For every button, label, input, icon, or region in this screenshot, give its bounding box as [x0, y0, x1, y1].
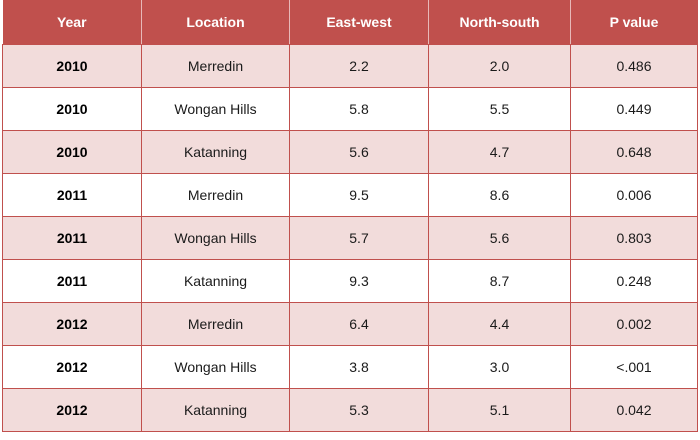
cell-p-value: 0.042: [570, 388, 698, 432]
cell-p-value: <.001: [570, 345, 698, 389]
cell-location: Merredin: [141, 44, 290, 88]
table-header-row: Year Location East-west North-south P va…: [2, 0, 698, 45]
cell-year: 2010: [2, 44, 142, 88]
header-east-west: East-west: [289, 0, 429, 45]
cell-east-west: 3.8: [289, 345, 429, 389]
table-row: 2011 Wongan Hills 5.7 5.6 0.803: [2, 216, 698, 260]
cell-north-south: 5.5: [428, 87, 571, 131]
cell-location: Merredin: [141, 173, 290, 217]
cell-location: Katanning: [141, 130, 290, 174]
cell-location: Wongan Hills: [141, 345, 290, 389]
cell-north-south: 8.6: [428, 173, 571, 217]
table-row: 2012 Wongan Hills 3.8 3.0 <.001: [2, 345, 698, 389]
cell-year: 2011: [2, 259, 142, 303]
cell-east-west: 6.4: [289, 302, 429, 346]
cell-east-west: 5.3: [289, 388, 429, 432]
cell-p-value: 0.248: [570, 259, 698, 303]
table-row: 2010 Katanning 5.6 4.7 0.648: [2, 130, 698, 174]
header-location: Location: [141, 0, 290, 45]
cell-north-south: 8.7: [428, 259, 571, 303]
cell-year: 2012: [2, 302, 142, 346]
cell-p-value: 0.803: [570, 216, 698, 260]
cell-north-south: 4.7: [428, 130, 571, 174]
header-year: Year: [2, 0, 142, 45]
cell-location: Wongan Hills: [141, 216, 290, 260]
cell-north-south: 2.0: [428, 44, 571, 88]
cell-north-south: 4.4: [428, 302, 571, 346]
table-row: 2011 Merredin 9.5 8.6 0.006: [2, 173, 698, 217]
cell-year: 2012: [2, 388, 142, 432]
cell-east-west: 2.2: [289, 44, 429, 88]
cell-east-west: 5.7: [289, 216, 429, 260]
cell-east-west: 5.6: [289, 130, 429, 174]
cell-east-west: 9.3: [289, 259, 429, 303]
cell-north-south: 3.0: [428, 345, 571, 389]
table-row: 2011 Katanning 9.3 8.7 0.248: [2, 259, 698, 303]
cell-year: 2011: [2, 173, 142, 217]
header-north-south: North-south: [428, 0, 571, 45]
table-row: 2010 Merredin 2.2 2.0 0.486: [2, 44, 698, 88]
cell-p-value: 0.449: [570, 87, 698, 131]
cell-location: Katanning: [141, 388, 290, 432]
cell-p-value: 0.002: [570, 302, 698, 346]
cell-north-south: 5.6: [428, 216, 571, 260]
cell-location: Wongan Hills: [141, 87, 290, 131]
cell-year: 2010: [2, 87, 142, 131]
cell-north-south: 5.1: [428, 388, 571, 432]
cell-p-value: 0.486: [570, 44, 698, 88]
header-p-value: P value: [570, 0, 698, 45]
table-row: 2012 Merredin 6.4 4.4 0.002: [2, 302, 698, 346]
cell-year: 2011: [2, 216, 142, 260]
cell-year: 2010: [2, 130, 142, 174]
cell-location: Merredin: [141, 302, 290, 346]
cell-year: 2012: [2, 345, 142, 389]
cell-location: Katanning: [141, 259, 290, 303]
table-row: 2010 Wongan Hills 5.8 5.5 0.449: [2, 87, 698, 131]
cell-east-west: 9.5: [289, 173, 429, 217]
table-row: 2012 Katanning 5.3 5.1 0.042: [2, 388, 698, 432]
cell-p-value: 0.648: [570, 130, 698, 174]
cell-east-west: 5.8: [289, 87, 429, 131]
data-table: Year Location East-west North-south P va…: [2, 0, 698, 432]
cell-p-value: 0.006: [570, 173, 698, 217]
